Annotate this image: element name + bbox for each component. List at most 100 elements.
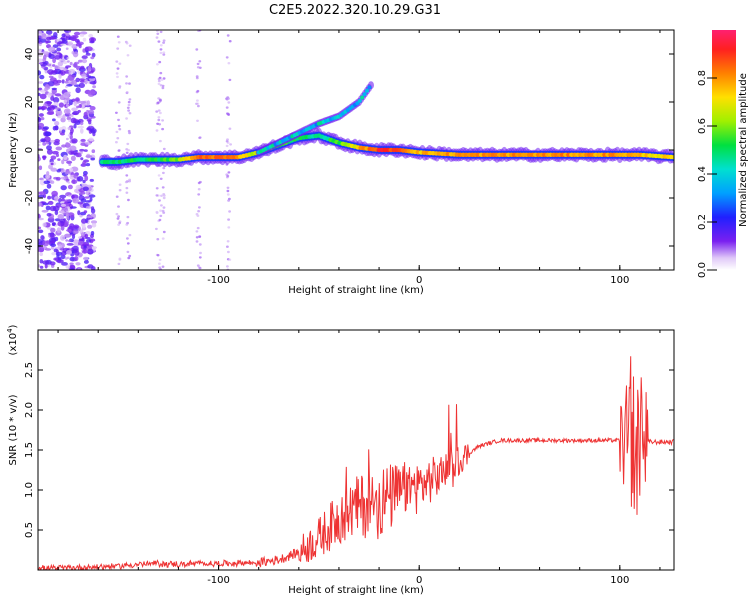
noise-blob — [85, 155, 93, 158]
speckle-blob — [158, 258, 162, 262]
noise-blob — [72, 197, 79, 204]
spectrogram-content — [38, 30, 674, 270]
y-tick-label: -20 — [24, 190, 35, 206]
noise-blob — [40, 117, 45, 121]
speckle-blob — [197, 188, 201, 191]
noise-blob — [90, 231, 95, 236]
speckle-blob — [126, 106, 130, 110]
noise-blob — [67, 184, 73, 190]
speckle-blob — [65, 193, 68, 196]
noise-blob — [78, 78, 86, 81]
noise-blob — [83, 149, 88, 152]
speckle-blob — [116, 75, 119, 79]
branch-core — [357, 98, 362, 103]
speckle-blob — [124, 180, 128, 184]
noise-blob — [89, 40, 95, 44]
noise-blob — [88, 33, 94, 38]
noise-blob — [64, 233, 72, 238]
speckle-blob — [198, 60, 202, 63]
branch-core — [360, 95, 365, 100]
spectrogram-frame — [37, 29, 675, 271]
speckle-blob — [162, 147, 166, 151]
speckle-blob — [117, 118, 120, 122]
noise-blob — [42, 260, 50, 265]
speckle-blob — [162, 39, 166, 42]
noise-blob — [86, 71, 92, 74]
speckle-blob — [118, 128, 122, 131]
speckle-blob — [68, 113, 72, 117]
noise-blob — [61, 37, 67, 42]
noise-blob — [52, 64, 56, 67]
speckle-blob — [65, 204, 69, 207]
speckle-blob — [115, 72, 119, 75]
noise-blob — [61, 33, 66, 38]
noise-blob — [73, 224, 80, 229]
snr-series-line — [38, 356, 674, 570]
noise-blob — [53, 248, 58, 253]
noise-blob — [45, 205, 51, 211]
noise-blob — [41, 33, 47, 40]
noise-blob — [47, 200, 54, 205]
speckle-blob — [128, 178, 132, 181]
noise-blob — [66, 243, 74, 246]
noise-blob — [71, 138, 78, 144]
noise-blob — [78, 44, 82, 49]
noise-blob — [42, 51, 49, 55]
spectrogram-y-ticks: -40 -20 0 20 40 — [24, 48, 674, 254]
noise-blob — [54, 121, 60, 126]
spectrogram-x-axis-title: Height of straight line (km) — [288, 285, 424, 296]
speckle-blob — [155, 110, 159, 113]
noise-blob — [38, 226, 42, 230]
noise-blob — [46, 36, 52, 41]
noise-blob — [86, 100, 91, 106]
snr-plot-area — [38, 330, 674, 570]
speckle-blob — [157, 174, 161, 177]
noise-blob — [44, 61, 49, 65]
noise-blob — [80, 198, 87, 203]
speckle-blob — [159, 51, 163, 55]
noise-blob — [68, 167, 74, 172]
noise-blob — [60, 203, 66, 207]
noise-blob — [44, 263, 48, 269]
noise-blob — [72, 63, 78, 68]
noise-blob — [88, 76, 96, 79]
noise-blob — [90, 157, 95, 161]
noise-blob — [88, 120, 92, 125]
colorbar-tick-label: 0.2 — [697, 214, 708, 230]
speckle-blob — [118, 189, 122, 192]
noise-blob — [57, 61, 64, 67]
noise-blob — [46, 171, 50, 176]
noise-blob — [63, 67, 67, 72]
speckle-blob — [125, 151, 129, 154]
speckle-blob — [68, 30, 72, 33]
noise-blob — [79, 33, 85, 37]
speckle-blob — [127, 103, 131, 107]
noise-blob — [85, 50, 89, 54]
noise-blob — [90, 206, 95, 211]
noise-blob — [50, 162, 54, 166]
speckle-blob — [126, 54, 130, 57]
noise-blob — [38, 229, 44, 234]
noise-blob — [66, 116, 72, 121]
speckle-blob — [162, 41, 166, 44]
y-tick-label: 20 — [24, 96, 35, 109]
speckle-blob — [227, 171, 231, 174]
noise-blob — [61, 79, 65, 84]
speckle-blob — [198, 266, 202, 270]
noise-blob — [69, 256, 76, 262]
speckle-blob — [227, 226, 231, 229]
noise-blob — [51, 252, 57, 256]
noise-blob — [52, 118, 56, 122]
snr-frame — [37, 329, 675, 571]
noise-blob — [61, 129, 66, 134]
noise-blob — [38, 202, 43, 207]
noise-blob — [69, 145, 77, 152]
noise-blob — [59, 194, 67, 199]
noise-blob — [85, 46, 93, 52]
speckle-blob — [128, 44, 132, 47]
noise-blob — [52, 222, 56, 226]
speckle-blob — [159, 84, 163, 87]
noise-blob — [55, 251, 63, 256]
colorbar-ticks: 0.0 0.2 0.4 0.6 0.8 — [697, 70, 717, 278]
ridge-core — [671, 155, 674, 160]
